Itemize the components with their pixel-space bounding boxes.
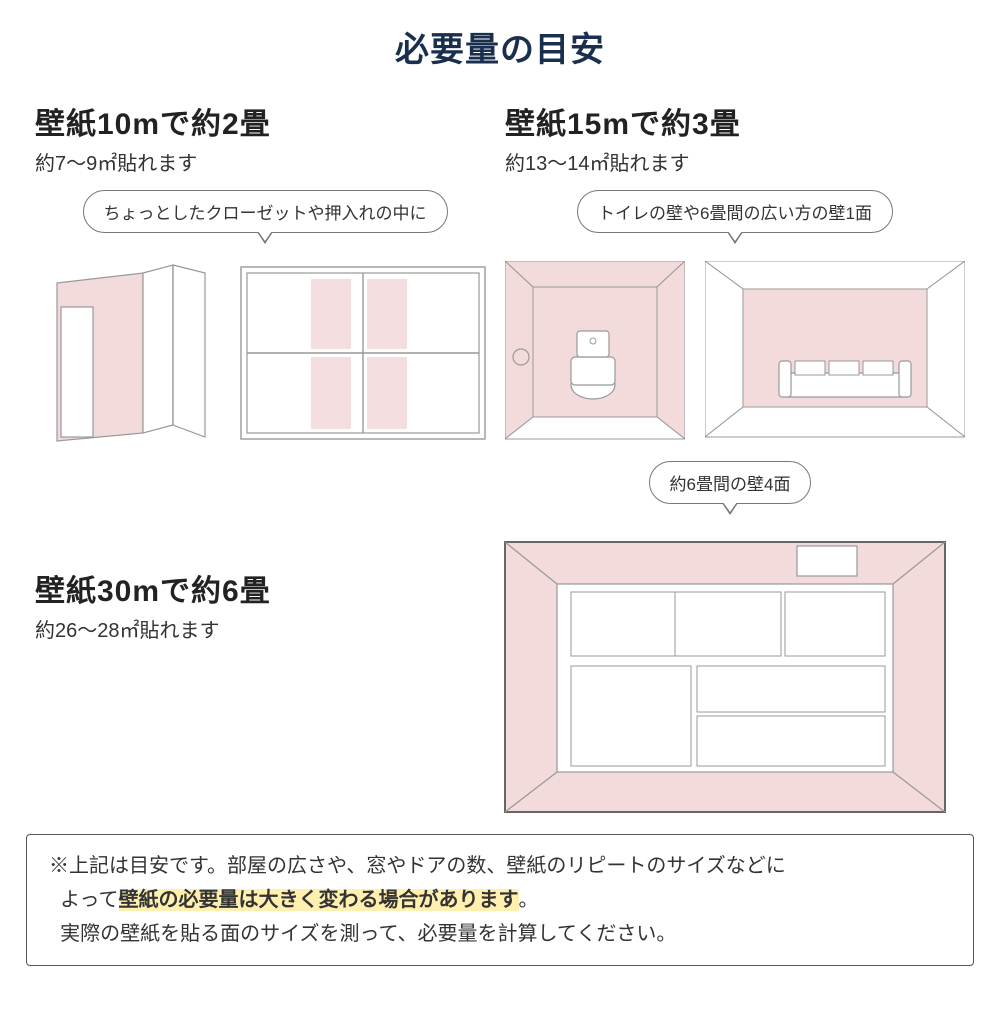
footnote-text: 。	[519, 889, 539, 911]
living-room-diagram-icon	[705, 261, 965, 441]
footnote-text: よって	[60, 889, 118, 911]
section-sub: 約26～28㎡貼れます	[35, 614, 471, 643]
oshiire-diagram-icon	[233, 261, 493, 451]
page-title: 必要量の目安	[0, 22, 1000, 71]
section-heading: 壁紙15mで約3畳	[505, 99, 965, 143]
diagram-row-10m	[35, 261, 495, 451]
toilet-room-diagram-icon	[505, 261, 685, 441]
footnote-text: ※上記は目安です。部屋の広さや、窓やドアの数、壁紙のリピートのサイズなどに	[49, 855, 786, 877]
top-row: 壁紙10mで約2畳 約7～9㎡貼れます ちょっとしたクローゼットや押入れの中に	[0, 99, 1000, 451]
closet-diagram-icon	[35, 261, 215, 451]
six-jo-room-diagram-icon	[495, 532, 955, 822]
section-heading: 壁紙30mで約6畳	[35, 566, 471, 610]
example-bubble: トイレの壁や6畳間の広い方の壁1面	[577, 190, 893, 233]
diagram-row-15m	[505, 261, 965, 441]
footnote-box: ※上記は目安です。部屋の広さや、窓やドアの数、壁紙のリピートのサイズなどに よっ…	[26, 834, 974, 966]
section-sub: 約13～14㎡貼れます	[505, 147, 965, 176]
footnote-text: 実際の壁紙を貼る面のサイズを測って、必要量を計算してください。	[60, 923, 676, 945]
section-30m: 壁紙30mで約6畳 約26～28㎡貼れます 約6畳間の壁4面	[0, 451, 1000, 822]
example-bubble: ちょっとしたクローゼットや押入れの中に	[83, 190, 448, 233]
example-bubble: 約6畳間の壁4面	[649, 461, 812, 504]
section-sub: 約7～9㎡貼れます	[35, 147, 495, 176]
footnote-highlight: 壁紙の必要量は大きく変わる場合があります	[119, 889, 519, 911]
section-15m: 壁紙15mで約3畳 約13～14㎡貼れます トイレの壁や6畳間の広い方の壁1面	[505, 99, 965, 451]
section-heading: 壁紙10mで約2畳	[35, 99, 495, 143]
section-10m: 壁紙10mで約2畳 約7～9㎡貼れます ちょっとしたクローゼットや押入れの中に	[35, 99, 495, 451]
